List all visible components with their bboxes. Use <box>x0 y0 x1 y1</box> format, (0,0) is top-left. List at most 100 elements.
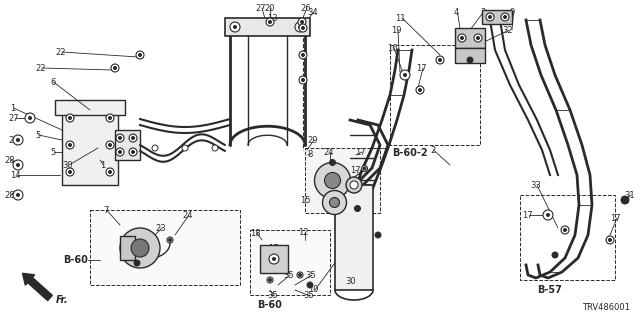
Circle shape <box>438 59 442 61</box>
Circle shape <box>416 86 424 94</box>
Text: 28: 28 <box>4 190 15 199</box>
Circle shape <box>120 228 160 268</box>
Text: 21: 21 <box>8 135 19 145</box>
Circle shape <box>17 164 19 166</box>
Circle shape <box>113 67 116 69</box>
Text: 20: 20 <box>264 4 275 12</box>
Text: 26: 26 <box>300 4 310 12</box>
Text: 19: 19 <box>391 26 401 35</box>
Bar <box>120 236 135 260</box>
Circle shape <box>118 137 122 140</box>
Circle shape <box>66 141 74 149</box>
Text: 1: 1 <box>10 103 15 113</box>
Text: B-60-2: B-60-2 <box>392 148 428 158</box>
Circle shape <box>182 145 188 151</box>
Text: B-57: B-57 <box>538 285 563 295</box>
Circle shape <box>129 148 137 156</box>
Text: 16: 16 <box>387 44 397 52</box>
Text: Fr.: Fr. <box>56 295 68 305</box>
Circle shape <box>129 134 137 142</box>
Circle shape <box>461 36 463 39</box>
Text: 23: 23 <box>322 173 333 182</box>
Text: 22: 22 <box>55 47 65 57</box>
Text: 27: 27 <box>8 114 19 123</box>
Circle shape <box>298 26 301 28</box>
Circle shape <box>17 139 19 141</box>
Circle shape <box>138 53 141 57</box>
Text: 17: 17 <box>522 211 532 220</box>
Text: 24: 24 <box>182 211 193 220</box>
Circle shape <box>477 36 479 39</box>
Circle shape <box>346 177 362 193</box>
Circle shape <box>363 167 366 170</box>
Circle shape <box>314 163 351 198</box>
Circle shape <box>375 232 381 238</box>
Text: 17: 17 <box>416 63 427 73</box>
Circle shape <box>230 22 240 32</box>
Circle shape <box>29 116 31 119</box>
Text: 27: 27 <box>255 4 266 12</box>
Circle shape <box>116 148 124 156</box>
Circle shape <box>330 159 335 165</box>
Bar <box>520 195 615 280</box>
Text: 10: 10 <box>308 285 319 294</box>
Circle shape <box>299 76 307 84</box>
Circle shape <box>269 20 271 23</box>
Circle shape <box>66 168 74 176</box>
Text: 35: 35 <box>283 270 294 279</box>
Circle shape <box>13 160 23 170</box>
Circle shape <box>109 171 111 173</box>
Text: 22: 22 <box>35 63 45 73</box>
Text: 17: 17 <box>268 244 278 252</box>
Text: 3: 3 <box>480 7 485 17</box>
Text: TRV486001: TRV486001 <box>582 303 630 312</box>
Bar <box>335 185 373 290</box>
Bar <box>390 45 480 145</box>
Text: 6: 6 <box>50 77 56 86</box>
Circle shape <box>298 274 301 276</box>
Circle shape <box>269 278 271 282</box>
Circle shape <box>297 272 303 278</box>
Text: 35: 35 <box>305 270 316 279</box>
Text: 8: 8 <box>307 149 312 158</box>
Circle shape <box>273 258 275 260</box>
Text: 33: 33 <box>530 180 541 189</box>
Circle shape <box>403 74 406 76</box>
Circle shape <box>467 57 473 63</box>
Circle shape <box>301 78 305 82</box>
Circle shape <box>13 135 23 145</box>
Circle shape <box>13 190 23 200</box>
Bar <box>250 230 330 295</box>
Circle shape <box>168 238 172 242</box>
Text: 11: 11 <box>395 13 406 22</box>
Circle shape <box>350 181 358 189</box>
Text: 17: 17 <box>355 148 365 156</box>
Circle shape <box>212 145 218 151</box>
Text: 18: 18 <box>250 228 260 237</box>
Text: 35: 35 <box>267 292 278 300</box>
Text: 30: 30 <box>345 277 356 286</box>
Circle shape <box>552 252 558 258</box>
Text: 29: 29 <box>307 135 317 145</box>
Text: 34: 34 <box>307 7 317 17</box>
Text: 2: 2 <box>430 146 435 155</box>
Circle shape <box>561 226 569 234</box>
Circle shape <box>301 53 305 57</box>
Bar <box>225 18 310 36</box>
Circle shape <box>134 260 140 266</box>
Circle shape <box>400 70 410 80</box>
Circle shape <box>106 114 114 122</box>
Circle shape <box>152 145 158 151</box>
Text: 31: 31 <box>624 190 635 199</box>
Circle shape <box>266 18 274 26</box>
Bar <box>482 10 512 24</box>
Circle shape <box>116 134 124 142</box>
Text: 5: 5 <box>50 148 55 156</box>
Text: 28: 28 <box>4 156 15 164</box>
Circle shape <box>68 171 72 173</box>
Text: 35: 35 <box>303 292 314 300</box>
Circle shape <box>109 116 111 119</box>
Circle shape <box>330 197 339 207</box>
Circle shape <box>111 64 119 72</box>
Text: 17: 17 <box>350 165 360 174</box>
